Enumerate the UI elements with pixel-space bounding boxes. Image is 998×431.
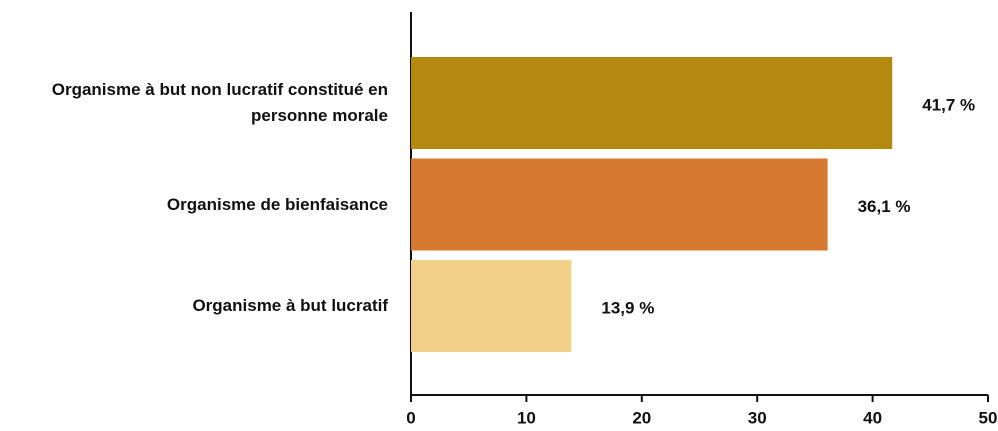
- value-label: 13,9 %: [601, 298, 654, 317]
- bar: [411, 158, 828, 251]
- category-label: Organisme de bienfaisance: [166, 194, 388, 214]
- bar: [411, 57, 893, 149]
- x-tick-label: 30: [748, 408, 767, 427]
- bar: [411, 260, 572, 352]
- category-label: Organisme à but non lucratif constitué e…: [51, 80, 388, 125]
- value-label: 41,7 %: [922, 95, 975, 114]
- x-tick-label: 0: [406, 408, 415, 427]
- value-label: 36,1 %: [858, 197, 911, 216]
- x-tick-label: 40: [863, 408, 882, 427]
- x-tick-label: 10: [517, 408, 536, 427]
- x-tick-label: 20: [632, 408, 651, 427]
- x-tick-label: 50: [979, 408, 998, 427]
- category-label: Organisme à but lucratif: [192, 296, 388, 315]
